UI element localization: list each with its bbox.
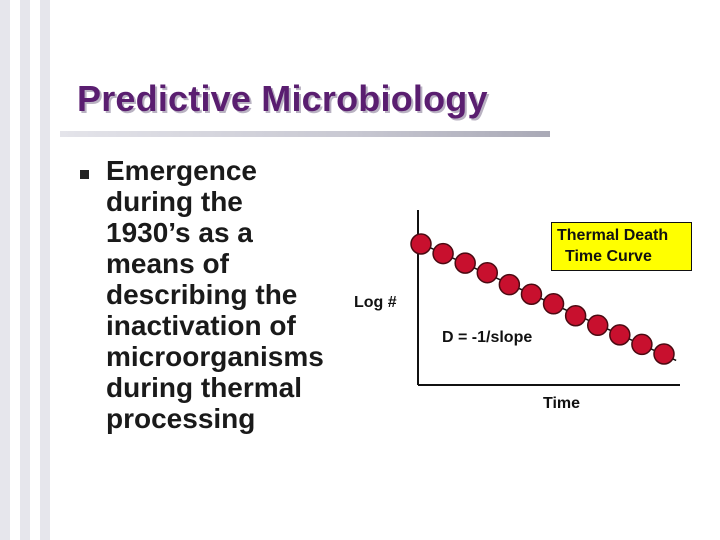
bullet-line: means of [106, 248, 229, 279]
data-point [498, 273, 521, 296]
data-point [410, 233, 432, 255]
data-point [564, 304, 587, 327]
bullet-marker-icon [80, 170, 89, 179]
bullet-line: Emergence [106, 155, 257, 186]
bullet-line: inactivation of [106, 310, 296, 341]
bullet-text: Emergence during the 1930’s as a means o… [106, 155, 406, 434]
bullet-line: during thermal [106, 372, 303, 403]
title-underline [60, 131, 550, 137]
bullet-line: processing [106, 403, 256, 434]
bullet-line: microorganisms [106, 341, 324, 372]
data-point [609, 324, 631, 346]
data-point [454, 252, 476, 274]
y-axis-label: Log # [354, 294, 397, 311]
data-point [631, 333, 653, 356]
slide-title: Predictive Microbiology [77, 78, 488, 119]
x-axis-label: Time [543, 395, 580, 412]
data-point [586, 314, 609, 337]
annotation-text: D = -1/slope [442, 329, 532, 346]
legend-line-1: Thermal Death [557, 227, 669, 244]
data-point [653, 343, 675, 365]
bullet-line: during the [106, 186, 243, 217]
data-point [542, 293, 565, 315]
data-points [410, 233, 675, 365]
data-point [476, 261, 499, 284]
legend-line-2: Time Curve [565, 248, 652, 265]
legend-box: Thermal Death Time Curve [551, 222, 692, 271]
thermal-death-chart: Log # D = -1/slope Time [354, 210, 680, 412]
bullet-line: 1930’s as a [106, 217, 253, 248]
bullet-line: describing the [106, 279, 298, 310]
data-point [520, 283, 543, 305]
data-point [432, 242, 454, 265]
